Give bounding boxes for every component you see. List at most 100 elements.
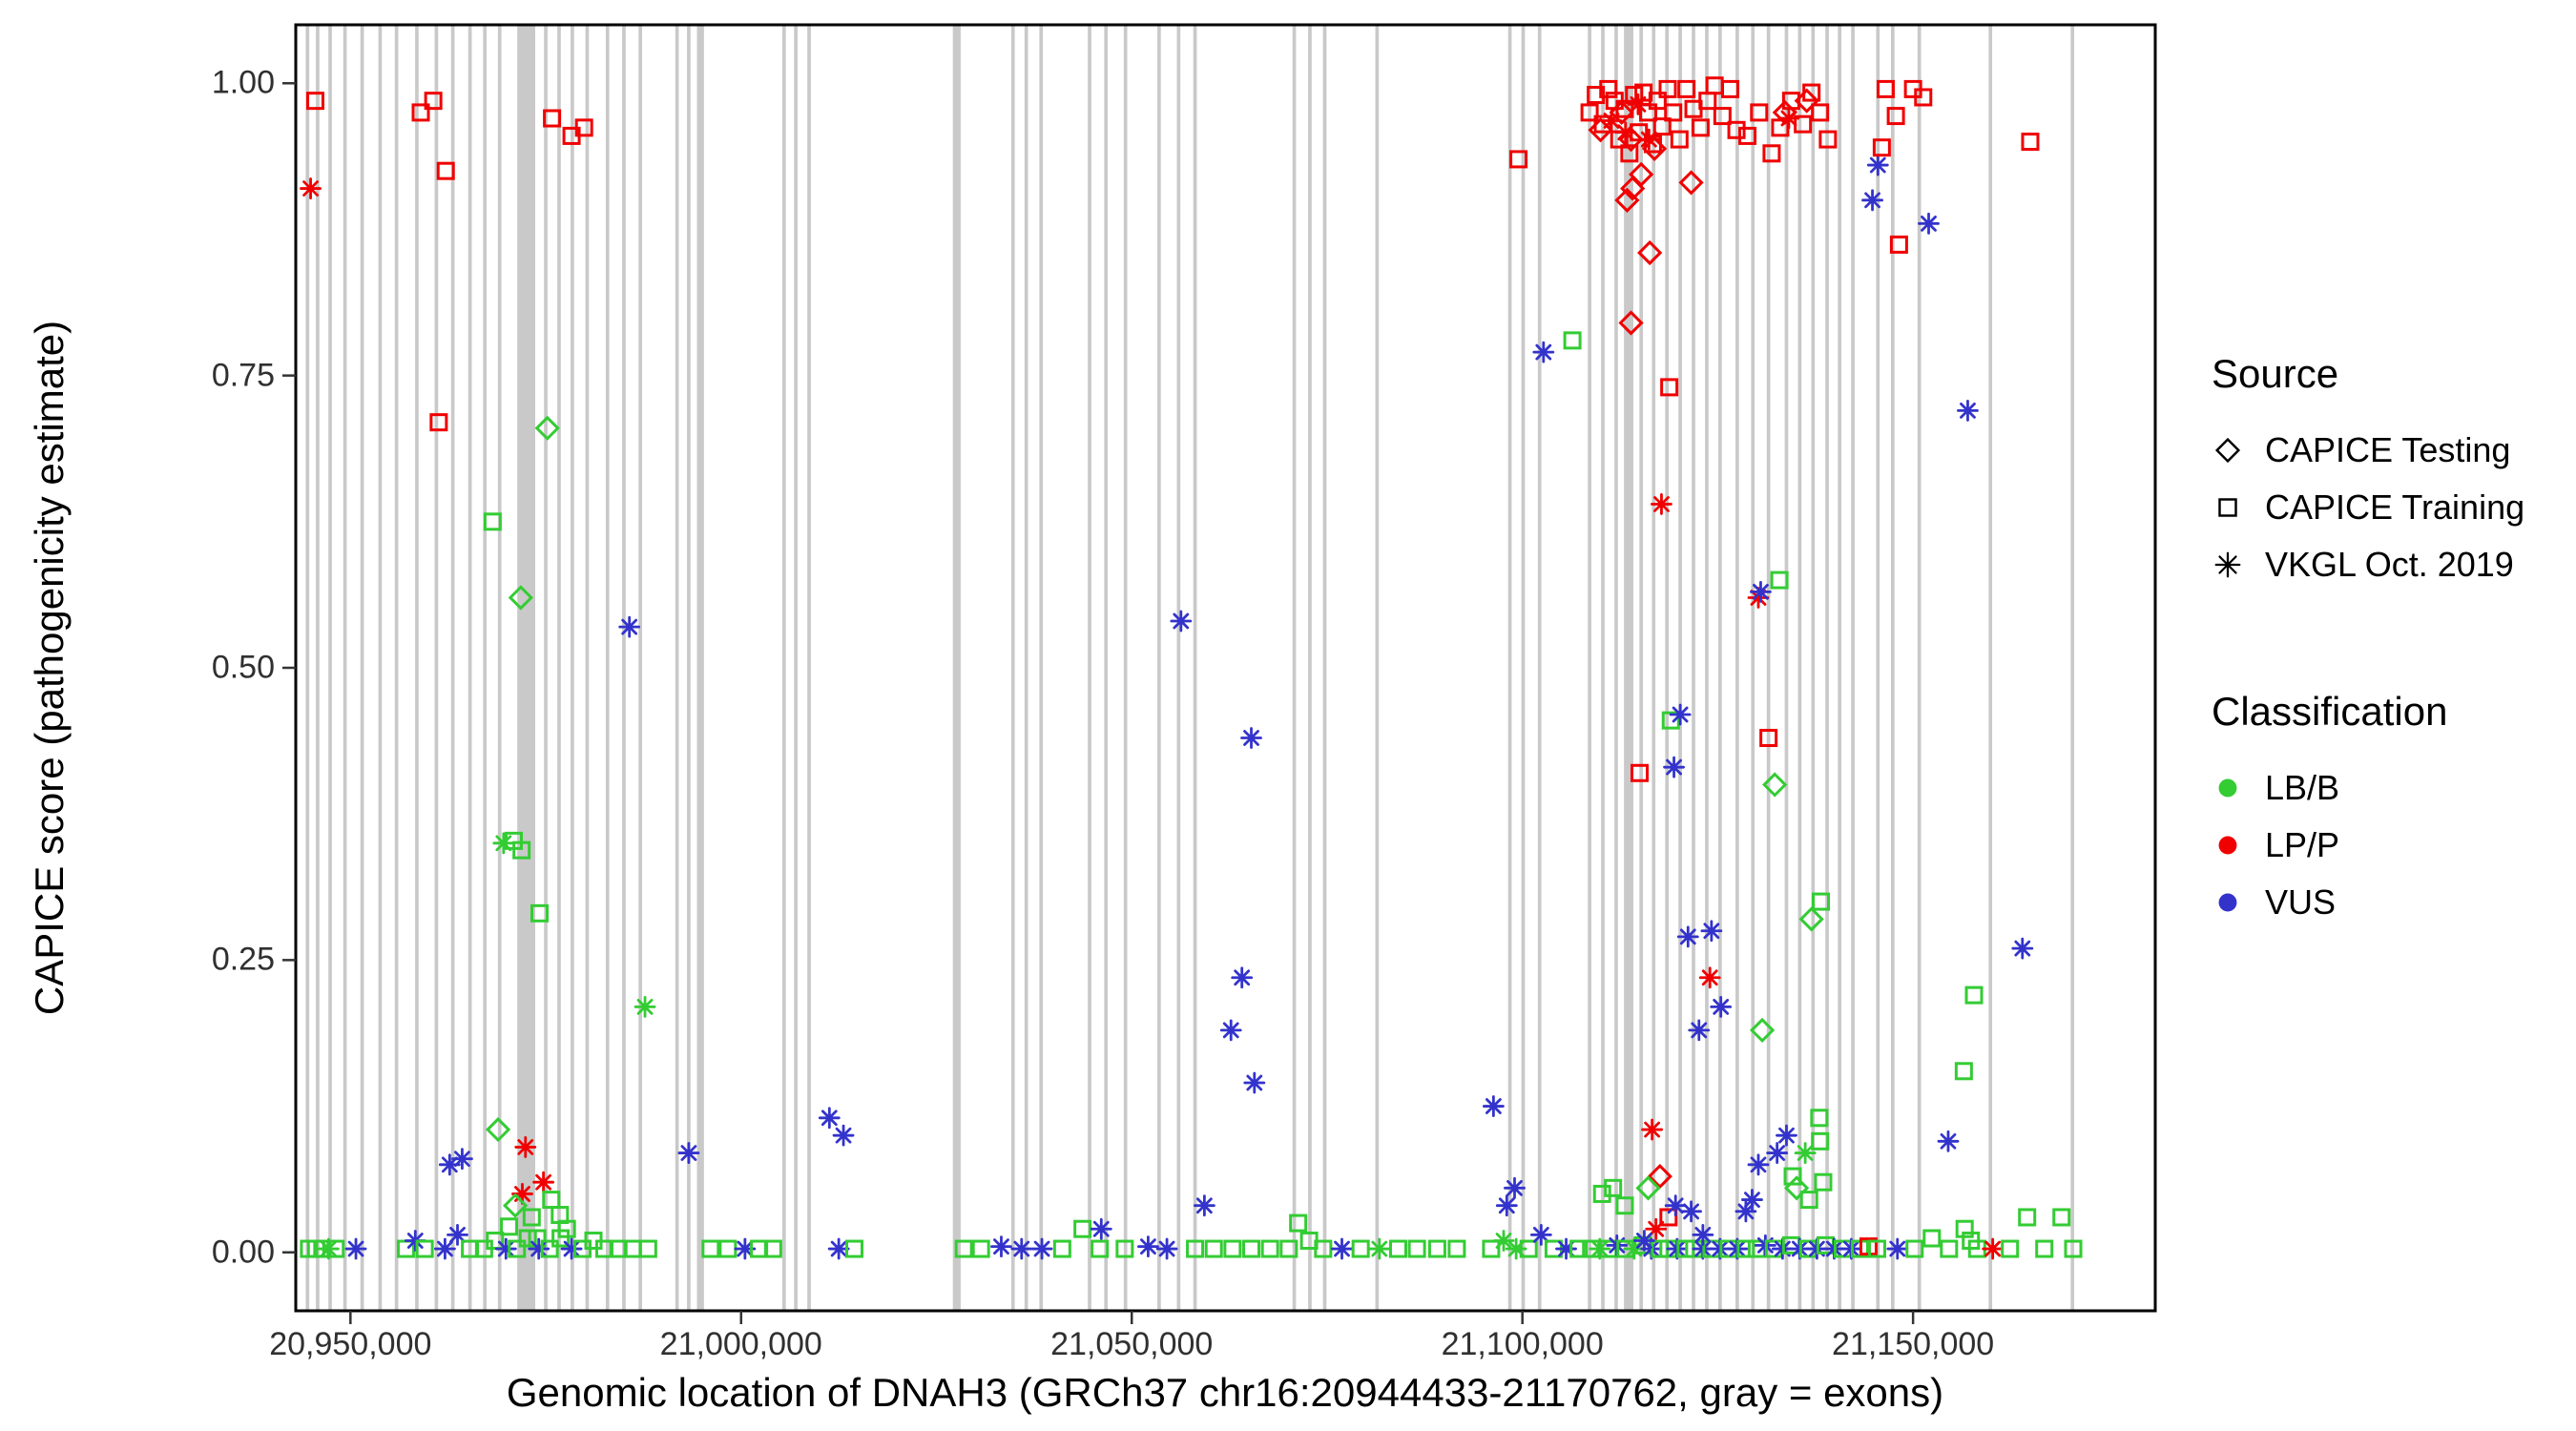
- legend: Source CAPICE Testing CAPICE Training VK…: [2212, 351, 2524, 931]
- data-point: [1482, 1239, 1501, 1258]
- data-point: [502, 1192, 529, 1218]
- data-point: [990, 1235, 1012, 1257]
- data-point: [1223, 1239, 1242, 1258]
- exons-layer: [305, 25, 2075, 1311]
- data-point: [1641, 135, 1668, 162]
- data-point: [1749, 1017, 1776, 1044]
- data-point: [718, 1239, 737, 1258]
- data-point: [1762, 144, 1781, 163]
- data-point: [483, 512, 502, 531]
- data-point: [1762, 772, 1788, 798]
- data-point: [1627, 93, 1650, 115]
- data-point: [1759, 729, 1778, 748]
- data-point: [1600, 110, 1623, 132]
- data-point: [1115, 1239, 1134, 1258]
- exon-band: [605, 25, 610, 1311]
- data-point: [1664, 103, 1683, 122]
- exon-band: [1104, 25, 1109, 1311]
- data-point: [1691, 118, 1710, 137]
- exon-band: [1917, 25, 1922, 1311]
- y-tick-label: 0.75: [211, 357, 275, 394]
- data-point: [500, 1217, 519, 1236]
- data-point: [763, 1239, 782, 1258]
- data-point: [1810, 1109, 1829, 1128]
- exon-band: [1735, 25, 1739, 1311]
- data-point: [1351, 1239, 1370, 1258]
- data-point: [1922, 1229, 1942, 1248]
- data-point: [1427, 1239, 1446, 1258]
- exon-band: [1039, 25, 1044, 1311]
- data-point: [1243, 1071, 1266, 1094]
- data-point: [734, 1237, 757, 1260]
- data-point: [1620, 144, 1639, 163]
- data-point: [551, 1229, 571, 1248]
- data-point: [1783, 1175, 1810, 1201]
- data-point: [1964, 985, 1984, 1005]
- data-point: [1886, 1237, 1909, 1260]
- data-point: [1721, 79, 1740, 98]
- x-tick-label: 21,100,000: [1441, 1326, 1604, 1362]
- data-point: [1736, 1239, 1755, 1258]
- data-point: [508, 585, 533, 611]
- y-tick-label: 0.50: [211, 649, 275, 686]
- exon-band: [497, 25, 502, 1311]
- data-point: [1052, 1239, 1071, 1258]
- data-point: [818, 1107, 841, 1130]
- data-point: [1738, 126, 1757, 145]
- exon-band: [557, 25, 561, 1311]
- data-point: [1766, 1142, 1789, 1164]
- exon-band: [1851, 25, 1855, 1311]
- data-point: [512, 840, 531, 860]
- data-point: [1886, 107, 1905, 126]
- data-point: [532, 1171, 554, 1193]
- exon-band: [1308, 25, 1312, 1311]
- data-point: [1700, 920, 1723, 943]
- data-point: [1580, 103, 1599, 122]
- data-point: [1954, 1062, 1973, 1081]
- legend-item-capice-testing: CAPICE Testing: [2212, 422, 2524, 479]
- exon-band: [781, 25, 786, 1311]
- data-point: [415, 1239, 434, 1258]
- data-point: [1747, 1153, 1770, 1176]
- square-icon: [2218, 498, 2237, 517]
- data-point: [1219, 1019, 1242, 1042]
- exon-band: [544, 25, 548, 1311]
- data-point: [1727, 120, 1746, 139]
- data-point: [2064, 1239, 2083, 1258]
- data-point: [326, 1239, 345, 1258]
- data-point: [543, 109, 562, 128]
- exon-band: [305, 25, 310, 1311]
- exon-band: [2070, 25, 2075, 1311]
- data-point: [1509, 150, 1528, 169]
- data-point: [1794, 1142, 1817, 1164]
- exon-band: [517, 25, 535, 1311]
- data-point: [1504, 1176, 1526, 1199]
- data-point: [1635, 1175, 1661, 1201]
- exon-band: [1988, 25, 1993, 1311]
- exon-band: [360, 25, 364, 1311]
- data-point: [1137, 1235, 1159, 1257]
- data-point: [540, 1239, 559, 1258]
- data-point: [438, 1153, 461, 1176]
- exon-band: [1601, 25, 1605, 1311]
- data-point: [1641, 1118, 1664, 1141]
- data-point: [701, 1239, 720, 1258]
- exon-band: [1838, 25, 1842, 1311]
- data-point: [1505, 1237, 1527, 1260]
- data-point: [1482, 1095, 1505, 1117]
- data-point: [1155, 1237, 1178, 1260]
- data-point: [1663, 756, 1685, 778]
- exon-band: [696, 25, 704, 1311]
- x-tick-label: 21,150,000: [1832, 1326, 1995, 1362]
- data-point: [1090, 1217, 1112, 1240]
- legend-item-vkgl: VKGL Oct. 2019: [2212, 536, 2524, 593]
- y-tick-label: 0.00: [211, 1234, 275, 1271]
- data-point: [1698, 966, 1721, 989]
- data-point: [534, 415, 560, 441]
- exon-band: [1811, 25, 1816, 1311]
- exon-band: [1157, 25, 1161, 1311]
- exon-band: [1537, 25, 1542, 1311]
- exon-band: [1665, 25, 1670, 1311]
- data-point: [1692, 1223, 1714, 1246]
